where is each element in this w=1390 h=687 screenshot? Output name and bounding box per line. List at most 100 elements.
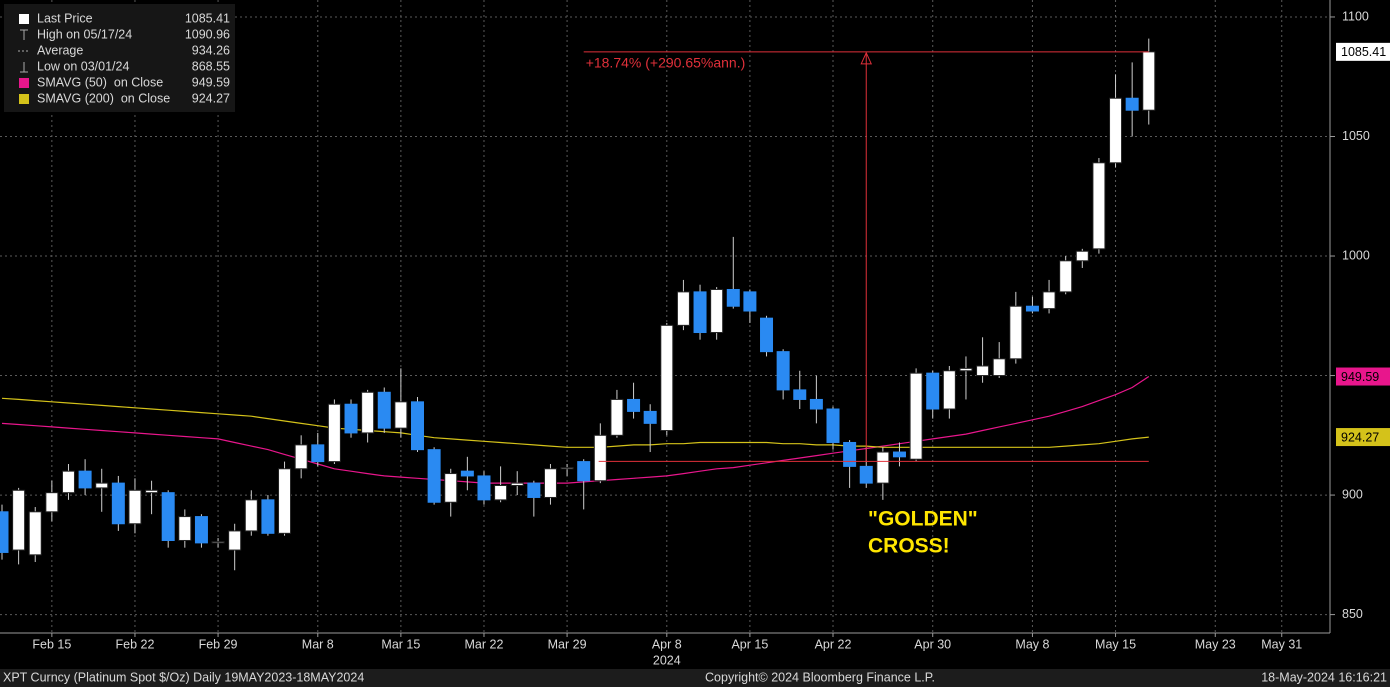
x-tick-label: Apr 30 — [914, 637, 951, 651]
candle-body — [793, 389, 807, 400]
candle-body — [1109, 97, 1123, 164]
candles — [0, 38, 1156, 571]
candle-body — [494, 485, 508, 501]
x-tick-label: Mar 29 — [548, 637, 587, 651]
x-tick-label: Apr 15 — [731, 637, 768, 651]
y-tick-label: 850 — [1342, 607, 1363, 621]
y-tick-label: 1100 — [1342, 9, 1369, 23]
x-tick-label: Feb 22 — [115, 637, 154, 651]
legend-icon — [20, 29, 28, 40]
candle-body — [1075, 250, 1089, 262]
candle-body — [95, 482, 109, 489]
legend-value: 868.55 — [192, 59, 230, 73]
candle-body — [294, 444, 308, 470]
candle-body — [477, 475, 491, 501]
candle-body — [377, 391, 391, 429]
candle-body — [1092, 162, 1106, 250]
legend-icon — [19, 14, 29, 24]
candle-body — [693, 291, 707, 334]
year-label: 2024 — [653, 653, 681, 667]
legend-value: 934.26 — [192, 43, 230, 57]
annotation: CROSS! — [868, 535, 950, 558]
price-tag-label: 949.59 — [1341, 370, 1379, 384]
sma-line — [1, 397, 1149, 448]
candle-body — [510, 482, 524, 487]
candle-body — [311, 444, 325, 463]
candle-body — [892, 451, 906, 458]
legend-label: SMAVG (50) on Close — [37, 75, 163, 89]
x-tick-label: May 31 — [1261, 637, 1302, 651]
candle-body — [161, 492, 175, 541]
candle-body — [111, 482, 125, 525]
candle-body — [278, 468, 292, 534]
x-tick-label: May 15 — [1095, 637, 1136, 651]
candle-body — [460, 470, 474, 477]
candle-body — [1042, 291, 1056, 310]
y-tick-label: 1050 — [1342, 129, 1370, 143]
candle-body — [261, 499, 275, 534]
legend-swatch — [19, 94, 29, 104]
x-tick-label: Mar 15 — [381, 637, 420, 651]
candle-body — [0, 511, 9, 553]
candle-body — [1125, 97, 1139, 111]
candle-body — [959, 367, 973, 372]
candle-body — [643, 410, 657, 424]
measure-label: +18.74% (+290.65%ann.) — [586, 55, 746, 71]
candle-body — [676, 291, 690, 326]
candle-body — [826, 408, 840, 443]
candle-body — [926, 372, 940, 410]
legend: Last Price 1085.41 High on 05/17/24 1090.96… — [18, 11, 230, 105]
candle-body — [776, 351, 790, 391]
candle-body — [577, 461, 591, 482]
legend-icon — [20, 62, 28, 73]
sma-line — [1, 375, 1150, 484]
candle-body — [444, 473, 458, 503]
legend-label: High on 05/17/24 — [37, 27, 132, 41]
candle-body — [543, 468, 557, 498]
candle-body — [244, 499, 258, 532]
price-tag — [1336, 367, 1390, 386]
candle-body — [211, 541, 225, 544]
arrow-head — [860, 51, 873, 65]
candle-body — [427, 449, 441, 503]
legend-label: Average — [37, 43, 83, 57]
candle-body — [527, 482, 541, 498]
footer-center: Copyright© 2024 Bloomberg Finance L.P. — [705, 670, 935, 684]
candle-body — [593, 434, 607, 482]
candle-body — [327, 403, 341, 463]
footer-left: XPT Curncy (Platinum Spot $/Oz) Daily 19… — [3, 670, 364, 684]
legend-swatch — [19, 78, 29, 88]
candle-body — [1059, 260, 1073, 293]
candle-body — [361, 391, 375, 434]
candle-body — [78, 470, 92, 489]
candle-body — [61, 470, 75, 494]
price-tag-label: 1085.41 — [1341, 45, 1386, 59]
legend-label: SMAVG (200) on Close — [37, 91, 170, 105]
candle-body — [726, 288, 740, 307]
candle-body — [710, 288, 724, 334]
candle-body — [876, 451, 890, 484]
price-tag — [1336, 42, 1390, 61]
candle-body — [178, 516, 192, 541]
x-tick-label: Apr 22 — [815, 637, 852, 651]
candle-body — [1025, 305, 1039, 312]
candle-body — [128, 489, 142, 525]
legend-box — [4, 4, 235, 112]
footer-right: 18-May-2024 16:16:21 — [1261, 670, 1387, 684]
y-tick-label: 900 — [1342, 487, 1363, 501]
overlays — [1, 375, 1150, 484]
candle-body — [1142, 51, 1156, 111]
candle-body — [909, 372, 923, 460]
x-tick-label: May 8 — [1015, 637, 1049, 651]
y-tick-label: 1000 — [1342, 248, 1370, 262]
candle-body — [560, 467, 574, 470]
x-tick-label: Mar 8 — [302, 637, 334, 651]
x-tick-label: May 23 — [1195, 637, 1236, 651]
candle-body — [843, 441, 857, 467]
x-tick-label: Feb 29 — [199, 637, 238, 651]
x-tick-label: Feb 15 — [32, 637, 71, 651]
candle-body — [760, 317, 774, 353]
candle-body — [942, 370, 956, 410]
